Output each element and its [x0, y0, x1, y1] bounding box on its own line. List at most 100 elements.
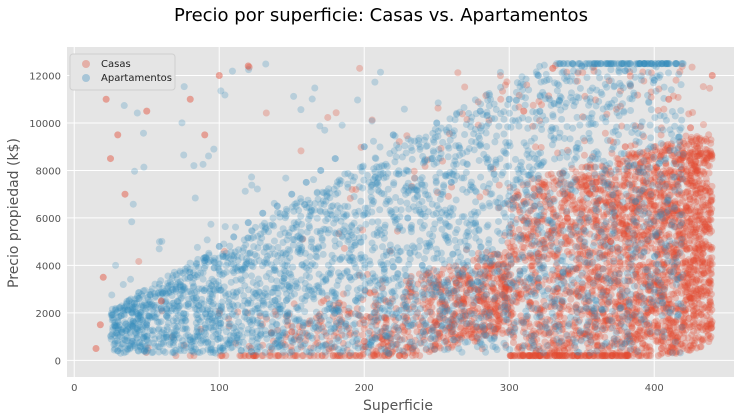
casas-point [610, 262, 618, 270]
apartamentos-point [611, 220, 618, 228]
casas-point [589, 331, 597, 339]
casas-point [690, 340, 698, 348]
casas-point [670, 262, 678, 270]
casas-point [664, 334, 672, 342]
casas-point [544, 303, 552, 311]
casas-point [660, 167, 668, 175]
casas-point [607, 183, 615, 191]
casas-point [172, 352, 180, 360]
casas-point [688, 301, 696, 309]
casas-point [670, 290, 678, 298]
casas-point [493, 289, 501, 297]
casas-point [616, 292, 624, 300]
apartamentos-point [310, 176, 318, 184]
casas-point [649, 302, 657, 310]
casas-point [632, 160, 640, 168]
casas-point [678, 191, 686, 199]
casas-point [647, 303, 655, 311]
apartamentos-point [421, 255, 429, 263]
casas-point [551, 302, 559, 310]
apartamentos-point [552, 211, 560, 219]
casas-point [632, 153, 640, 161]
casas-point [621, 174, 629, 182]
casas-point [566, 192, 574, 200]
casas-point [541, 320, 549, 328]
casas-point [588, 268, 596, 276]
casas-point [705, 254, 713, 262]
casas-point [513, 279, 521, 287]
casas-point [519, 243, 527, 251]
casas-point [623, 287, 631, 295]
casas-point [503, 78, 511, 86]
apartamentos-point [631, 73, 639, 81]
casas-point [700, 244, 708, 252]
casas-point [665, 266, 673, 274]
casas-point [435, 318, 443, 326]
casas-point [578, 171, 586, 179]
casas-point [696, 185, 704, 193]
casas-point [627, 240, 635, 248]
casas-point [515, 276, 523, 284]
casas-point [692, 187, 700, 195]
casas-point [686, 218, 694, 226]
casas-point [560, 347, 568, 355]
casas-point [584, 248, 592, 256]
casas-point [642, 155, 650, 163]
casas-point [519, 351, 527, 359]
casas-point [215, 309, 223, 317]
casas-point [421, 304, 429, 312]
casas-point [603, 352, 611, 360]
casas-point [674, 93, 682, 101]
casas-point [615, 189, 623, 197]
casas-point [417, 339, 425, 347]
casas-point [668, 183, 676, 191]
casas-point [444, 290, 452, 298]
casas-point [666, 167, 674, 175]
casas-point [412, 347, 420, 355]
casas-point [707, 324, 715, 332]
casas-point [693, 152, 701, 160]
casas-point [692, 207, 700, 215]
casas-point [608, 181, 616, 189]
casas-point [474, 98, 482, 106]
casas-point [688, 203, 696, 211]
casas-point [609, 349, 617, 357]
casas-point [694, 296, 702, 304]
casas-point [665, 211, 673, 219]
casas-point [376, 333, 384, 341]
casas-point [692, 334, 700, 342]
casas-point [632, 221, 639, 229]
casas-point [631, 172, 639, 180]
casas-point [284, 321, 292, 329]
casas-point [659, 141, 667, 149]
apartamentos-point [505, 162, 513, 170]
casas-point [703, 243, 711, 251]
casas-point [690, 197, 698, 205]
casas-point [625, 234, 633, 242]
casas-point [652, 222, 660, 230]
casas-point [670, 183, 678, 191]
casas-point [691, 160, 699, 168]
casas-point [557, 203, 565, 211]
casas-point [633, 282, 641, 290]
apartamentos-point [270, 237, 278, 245]
casas-point [639, 253, 647, 261]
casas-point [561, 184, 569, 192]
casas-point [610, 255, 618, 263]
casas-point [682, 293, 690, 301]
points-layer [92, 60, 716, 360]
casas-point [600, 294, 608, 302]
casas-point [657, 189, 665, 197]
casas-point [668, 300, 676, 308]
casas-point [507, 205, 515, 213]
casas-point [340, 244, 348, 252]
apartamentos-point [289, 263, 297, 271]
casas-point [367, 313, 375, 321]
casas-point [600, 276, 608, 284]
apartamentos-point [500, 130, 508, 138]
casas-point [622, 352, 630, 360]
casas-point [671, 222, 679, 230]
casas-point [704, 264, 712, 272]
casas-point [609, 205, 617, 213]
casas-point [552, 62, 559, 70]
